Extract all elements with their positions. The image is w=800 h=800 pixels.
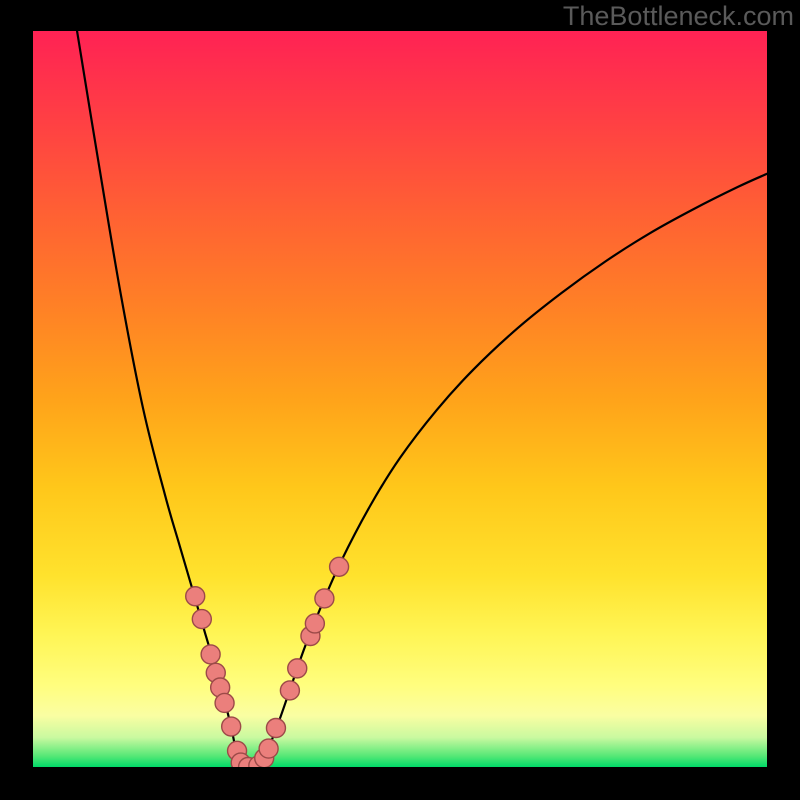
chart-svg	[0, 0, 800, 800]
data-marker	[222, 717, 241, 736]
data-marker	[305, 614, 324, 633]
data-marker	[186, 587, 205, 606]
data-marker	[201, 645, 220, 664]
data-marker	[192, 610, 211, 629]
data-marker	[215, 693, 234, 712]
watermark-text: TheBottleneck.com	[563, 1, 794, 32]
data-marker	[259, 739, 278, 758]
data-marker	[280, 681, 299, 700]
data-marker	[266, 718, 285, 737]
data-marker	[330, 557, 349, 576]
data-marker	[315, 589, 334, 608]
gradient-background	[33, 31, 767, 767]
data-marker	[288, 659, 307, 678]
plot-container: TheBottleneck.com	[0, 0, 800, 800]
